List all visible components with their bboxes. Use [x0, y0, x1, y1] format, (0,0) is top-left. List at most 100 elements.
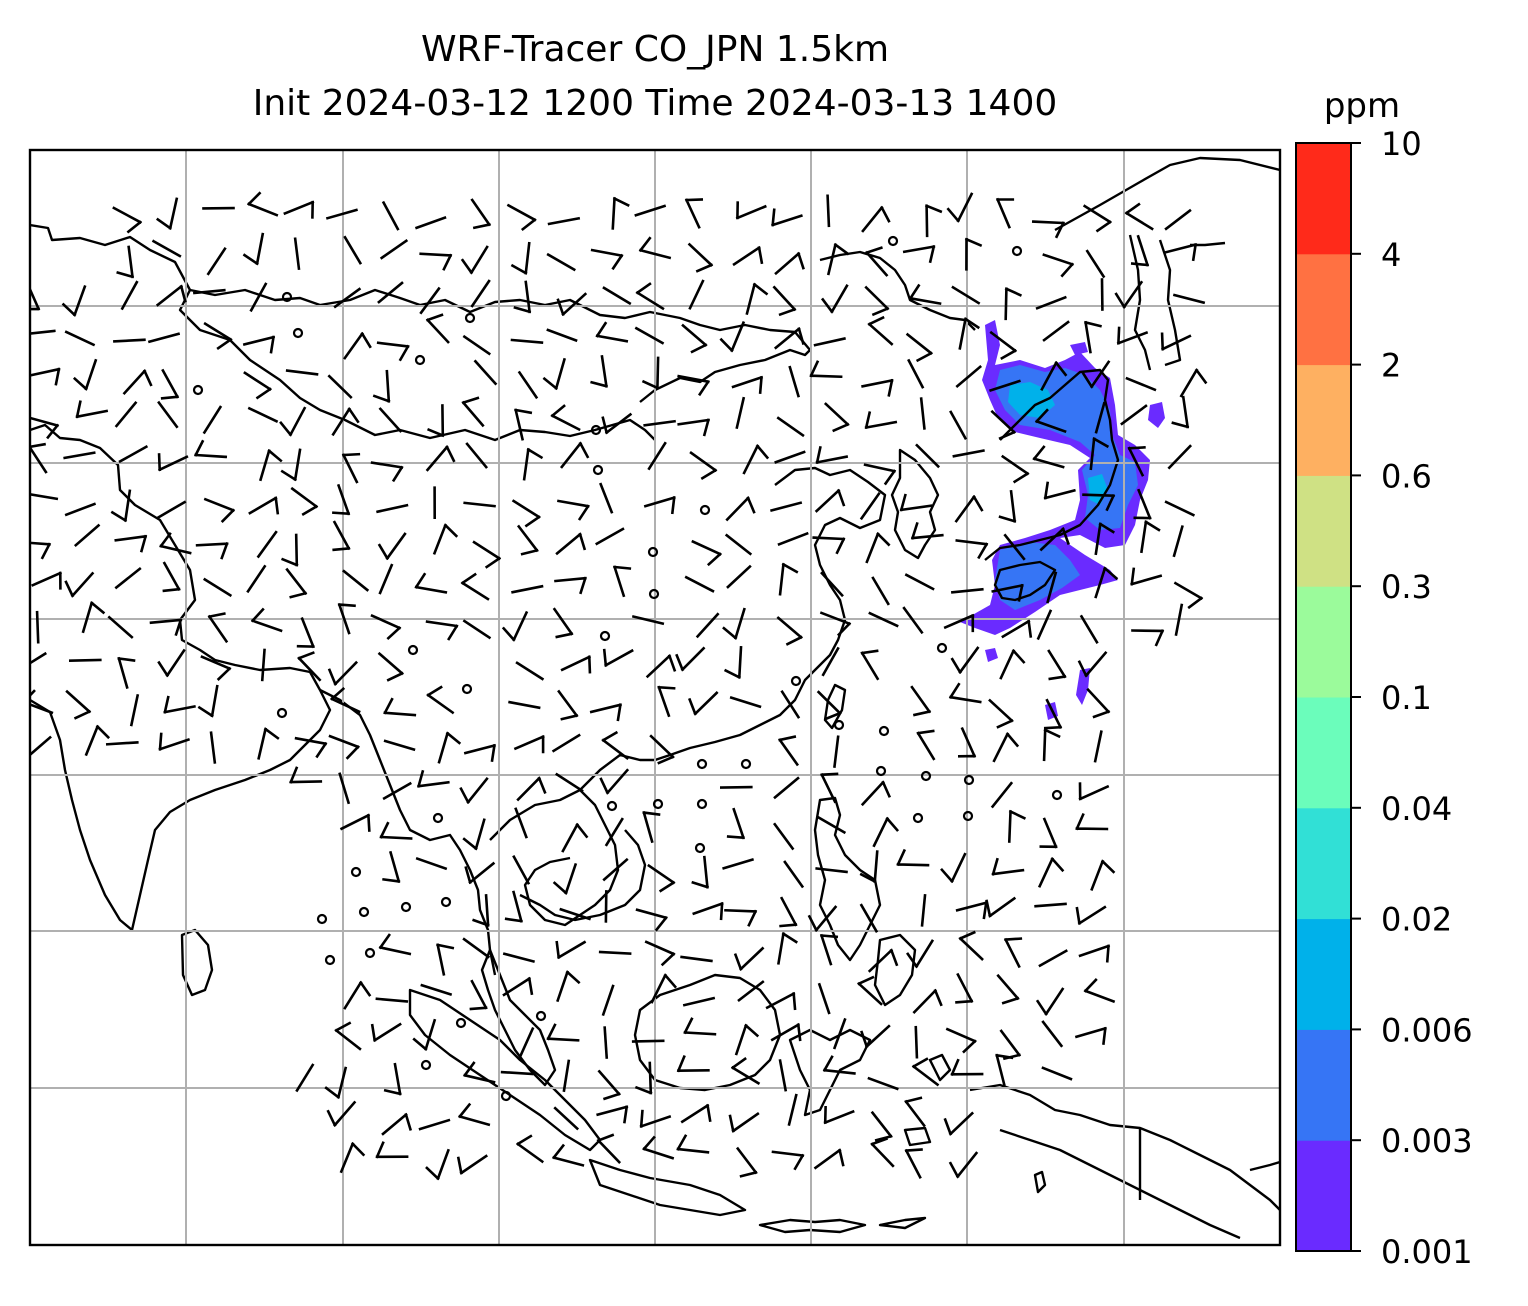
wind-barb — [1075, 812, 1109, 831]
wind-barb — [1039, 817, 1058, 849]
wind-barb — [511, 499, 541, 528]
wind-barb — [813, 1148, 845, 1170]
wind-barb — [117, 656, 136, 690]
wind-barb — [1082, 204, 1112, 233]
wind-barb — [504, 890, 523, 923]
wind-barb — [946, 192, 974, 223]
wind-barb — [635, 908, 668, 932]
wind-barb — [724, 533, 753, 556]
wind-barb — [639, 1109, 672, 1128]
wind-barb — [735, 201, 767, 220]
wind-barb — [1042, 320, 1070, 342]
calm-wind-marker — [694, 842, 706, 854]
calm-wind-marker — [414, 354, 426, 366]
wind-barb — [596, 1105, 629, 1124]
wind-barb — [681, 323, 708, 354]
wind-barb — [783, 860, 805, 889]
wind-barb — [691, 539, 722, 567]
wind-barb — [819, 933, 839, 966]
calm-wind-marker — [920, 770, 932, 782]
wind-barb — [552, 862, 578, 895]
wind-barb — [765, 991, 797, 1011]
wind-barb — [819, 611, 852, 637]
wind-barb — [957, 726, 977, 758]
wind-barb — [958, 317, 981, 350]
calm-wind-marker — [1051, 789, 1063, 801]
wind-barb — [1034, 902, 1067, 908]
calm-wind-marker — [878, 725, 890, 737]
wind-barb — [1094, 566, 1119, 599]
wind-barb — [159, 531, 192, 555]
wind-barb — [867, 948, 899, 973]
wind-barb — [867, 315, 894, 346]
wind-barb — [732, 245, 764, 267]
calm-wind-marker — [461, 683, 473, 695]
wind-barb — [375, 997, 409, 1003]
wind-barb — [203, 321, 233, 351]
wind-barb — [247, 406, 279, 424]
wind-barb — [61, 285, 87, 317]
wind-barb — [419, 252, 453, 271]
wind-barb — [776, 416, 805, 438]
wind-barb — [343, 980, 372, 1010]
wind-barb — [162, 561, 181, 593]
wind-barb — [823, 1105, 855, 1125]
wind-barb — [460, 572, 490, 601]
wind-barb — [773, 326, 805, 350]
wind-barb — [339, 1141, 366, 1174]
wind-barb — [465, 442, 489, 469]
wind-barb — [826, 242, 850, 276]
wind-barb — [416, 769, 450, 788]
wind-barb — [197, 684, 219, 718]
wind-barb — [779, 896, 798, 928]
wind-barb — [372, 369, 391, 403]
wind-barb — [1082, 493, 1116, 512]
wind-barb — [436, 943, 455, 976]
wind-barb — [642, 1135, 675, 1160]
wind-barb — [334, 1021, 362, 1051]
wind-barb — [370, 613, 402, 641]
wind-barb — [611, 196, 630, 230]
wind-barb — [1131, 629, 1165, 647]
wind-barb — [985, 896, 1017, 918]
wind-barb — [770, 501, 803, 512]
wind-barb — [951, 285, 981, 305]
wind-barb — [30, 442, 48, 474]
wind-barb — [859, 903, 879, 933]
wind-barb — [771, 208, 803, 227]
wind-barb — [868, 611, 899, 628]
wind-barb — [84, 724, 111, 757]
wind-barb — [555, 532, 587, 556]
wind-barb — [695, 612, 720, 639]
wind-barb — [155, 197, 179, 231]
wind-barb — [555, 772, 584, 793]
wind-barb — [289, 766, 323, 784]
wind-barb — [327, 660, 359, 686]
calm-wind-marker — [699, 504, 711, 516]
wind-barb — [807, 905, 838, 932]
calm-wind-marker — [400, 901, 412, 913]
wind-barb — [733, 946, 765, 971]
wind-barb — [559, 441, 590, 469]
wind-barb — [771, 1150, 805, 1171]
wind-barb — [463, 501, 496, 508]
wind-barb — [826, 194, 831, 228]
wind-barb — [634, 1061, 653, 1095]
wind-barb — [990, 409, 1017, 441]
wind-barb — [557, 689, 579, 721]
wind-barb — [820, 284, 849, 314]
wind-barb — [415, 856, 448, 871]
wind-barb — [675, 646, 706, 672]
wind-barb — [1124, 202, 1154, 231]
wind-barb — [647, 441, 667, 471]
colorbar-unit: ppm — [1324, 86, 1400, 126]
wind-barb — [502, 976, 534, 997]
wind-barb — [203, 497, 236, 523]
wind-barb — [562, 1059, 571, 1093]
wind-barb — [1075, 905, 1107, 926]
wind-barb — [731, 375, 764, 395]
wind-barb — [809, 360, 843, 379]
wind-barb — [249, 282, 268, 313]
wind-barb — [948, 1151, 979, 1179]
wind-barb — [589, 703, 622, 722]
